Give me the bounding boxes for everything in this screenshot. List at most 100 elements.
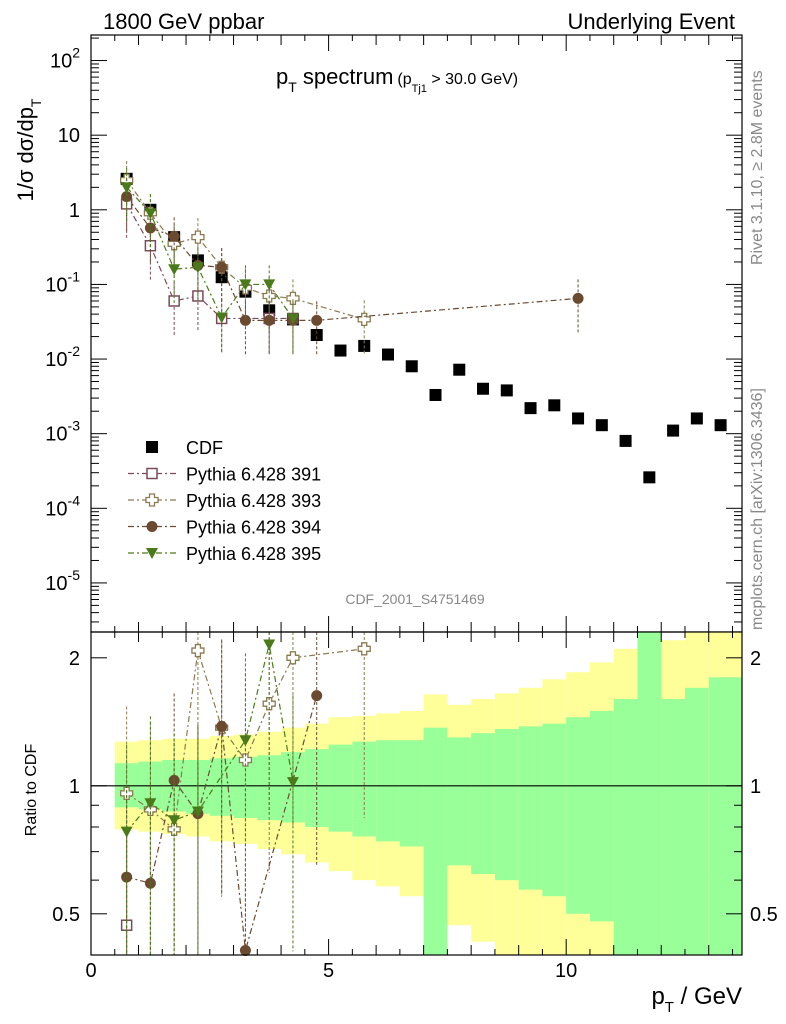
band-green-bin [471, 733, 495, 875]
data-point [334, 344, 347, 357]
band-green-bin [376, 740, 400, 842]
x-axis-label: pT / GeV [651, 983, 742, 1016]
series-line-pythia-6-428-393 [126, 179, 365, 320]
ratio-point [119, 786, 134, 800]
data-point [572, 412, 585, 425]
data-point [168, 264, 181, 276]
ratio-axis-label: Ratio to CDF [23, 744, 40, 837]
legend-marker [146, 441, 158, 453]
data-point [524, 402, 537, 415]
legend-item-cdf: CDF [146, 438, 223, 458]
ratio-point [311, 690, 323, 702]
legend-item-pythia-6-428-391: Pythia 6.428 391 [128, 465, 321, 485]
data-point [191, 262, 204, 274]
legend: CDF Pythia 6.428 391 Pythia 6.428 393 Pythi… [128, 438, 321, 564]
data-point [595, 419, 608, 432]
main-plot-frame [90, 34, 743, 633]
legend-item-pythia-6-428-393: Pythia 6.428 393 [128, 491, 321, 511]
legend-marker [146, 467, 158, 480]
data-point [144, 208, 157, 220]
legend-marker [146, 521, 158, 532]
data-point [239, 279, 252, 291]
band-green-bin [613, 699, 638, 955]
ratio-y-tick-label-right: 2 [750, 648, 761, 670]
data-point [714, 419, 727, 432]
data-point [643, 471, 656, 484]
legend-item-pythia-6-428-395: Pythia 6.428 395 [128, 544, 321, 564]
band-green-bin [494, 729, 519, 881]
data-point [286, 313, 299, 325]
ratio-point [286, 651, 300, 665]
data-point [667, 424, 680, 437]
legend-item-pythia-6-428-394: Pythia 6.428 394 [128, 518, 321, 538]
series-pythia-6-428-394 [121, 177, 584, 356]
band-green-bin [328, 744, 353, 832]
series-line-pythia-6-428-394 [126, 196, 579, 321]
legend-marker [145, 493, 159, 507]
rivet-label: Rivet 3.1.10, ≥ 2.8M events [749, 70, 766, 265]
band-green-bin [423, 727, 448, 955]
band-green-bin [566, 717, 590, 914]
ratio-point [286, 777, 299, 789]
ratio-point [144, 798, 157, 810]
y-tick-label: 1 [69, 200, 80, 222]
ratio-y-tick-label-right: 1 [750, 776, 761, 798]
legend-label: CDF [186, 438, 223, 458]
analysis-watermark: CDF_2001_S4751469 [345, 591, 485, 607]
data-point [144, 222, 156, 234]
legend-label: Pythia 6.428 394 [186, 518, 321, 538]
band-green-bin [518, 726, 543, 890]
mcplots-label: mcplots.cern.ch [arXiv:1306.3436] [749, 388, 766, 630]
ratio-y-tick-label: 2 [69, 648, 80, 670]
band-green-bin [708, 677, 742, 955]
legend-label: Pythia 6.428 395 [186, 544, 321, 564]
band-green-bin [589, 710, 614, 922]
data-point [357, 312, 371, 327]
ratio-point [216, 720, 228, 732]
plot-title: pT spectrum (pTj1 > 30.0 GeV) [276, 64, 518, 95]
ratio-y-tick-label: 0.5 [52, 904, 80, 926]
band-green-bin [447, 737, 472, 866]
ratio-point [191, 806, 204, 818]
data-point [191, 230, 205, 244]
data-point [405, 360, 418, 373]
data-point [477, 382, 490, 395]
ratio-point [168, 815, 181, 827]
band-green-bin [637, 632, 662, 955]
data-point [121, 191, 133, 203]
data-point [263, 314, 275, 326]
ratio-plot-frame [90, 631, 743, 956]
band-green-bin [399, 740, 424, 847]
x-tick-label: 5 [323, 960, 334, 982]
data-point [215, 312, 228, 324]
series-pythia-6-428-393 [119, 161, 371, 355]
y-tick-label: 10 [58, 125, 80, 147]
data-point [311, 314, 323, 326]
data-point [572, 292, 584, 304]
series-cdf [120, 172, 727, 484]
data-point [548, 399, 561, 412]
band-green-bin [233, 756, 258, 818]
data-point [263, 279, 276, 291]
ratio-plot-panel: 0.5 0.5 1 1 2 2 0 5 10 [52, 631, 778, 982]
band-green-bin [684, 687, 709, 955]
data-point [453, 363, 466, 376]
data-point [239, 314, 251, 326]
data-point [120, 182, 133, 194]
series-line-pythia-6-428-395 [126, 186, 294, 319]
band-green-bin [661, 699, 685, 955]
ratio-y-tick-label-right: 0.5 [750, 904, 778, 926]
header-right: Underlying Event [567, 9, 735, 34]
y-tick-label: 102 [50, 45, 80, 73]
header-left: 1800 GeV ppbar [103, 9, 264, 34]
data-point [690, 412, 703, 425]
ratio-point [263, 639, 276, 651]
legend-label: Pythia 6.428 393 [186, 491, 321, 511]
legend-marker [146, 548, 158, 559]
ratio-point [120, 826, 133, 838]
x-tick-label: 0 [85, 960, 96, 982]
data-point [168, 230, 180, 242]
y-tick-label: 10-2 [45, 343, 80, 371]
data-point [619, 434, 632, 447]
